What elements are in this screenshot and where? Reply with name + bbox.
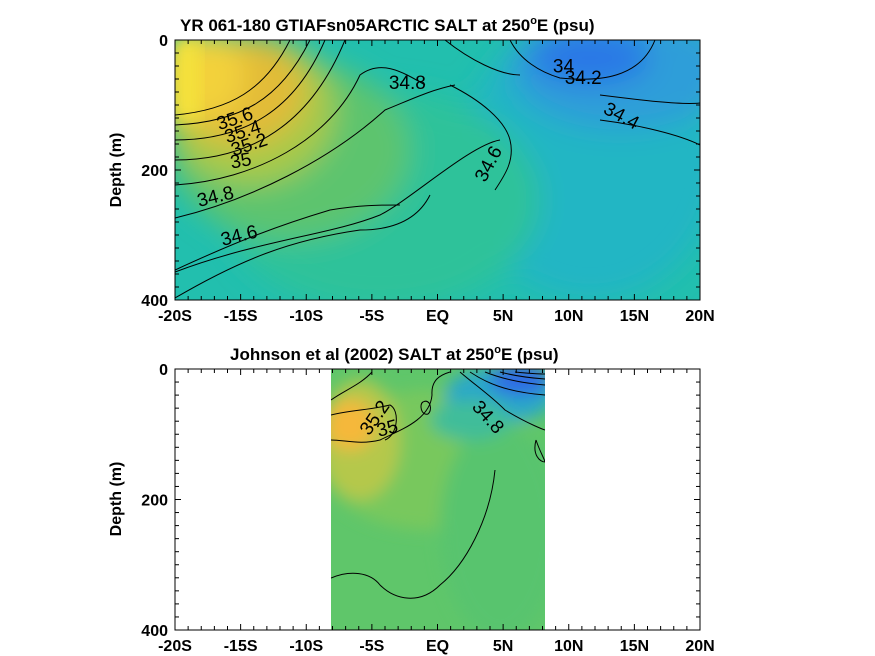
bottom-salinity-field <box>331 369 545 630</box>
y-tick-label: 200 <box>141 163 168 180</box>
x-tick-label: 15N <box>620 638 649 655</box>
contour-line <box>509 40 656 80</box>
y-tick-label: 400 <box>141 623 168 640</box>
contour-line <box>175 194 431 299</box>
contour-label: 35 <box>229 149 253 173</box>
x-tick-label: -20S <box>158 308 192 325</box>
contour-label: 34 <box>553 57 575 78</box>
x-tick-label: -5S <box>359 638 384 655</box>
bottom-y-axis: 0 200 400 <box>141 362 700 640</box>
bottom-title: Johnson et al (2002) SALT at 250oE (psu) <box>230 344 559 364</box>
contour-line <box>459 371 545 431</box>
contour-line <box>175 204 401 271</box>
top-title: YR 061-180 GTIAFsn05ARCTIC SALT at 250oE… <box>180 15 595 35</box>
contour-line <box>175 40 291 116</box>
contour-line <box>331 404 397 441</box>
top-y-axis: 0 200 400 <box>141 33 700 310</box>
y-tick-label: 400 <box>141 293 168 310</box>
contour-line <box>175 40 326 141</box>
x-tick-label: EQ <box>426 638 449 655</box>
contour-line <box>484 371 545 386</box>
x-tick-label: -20S <box>158 638 192 655</box>
x-tick-label: 20N <box>685 308 714 325</box>
x-tick-label: EQ <box>426 308 449 325</box>
top-contours <box>175 40 700 299</box>
contour-label: 34.8 <box>389 73 426 94</box>
y-tick-label: 200 <box>141 493 168 510</box>
top-panel: YR 061-180 GTIAFsn05ARCTIC SALT at 250oE… <box>108 15 715 325</box>
x-tick-label: 15N <box>620 308 649 325</box>
x-tick-label: 10N <box>554 308 583 325</box>
bottom-contours <box>331 371 545 599</box>
contour-line <box>469 371 545 396</box>
contour-line <box>499 371 545 380</box>
x-tick-label: 20N <box>685 638 714 655</box>
x-tick-label: -15S <box>224 308 258 325</box>
y-tick-label: 0 <box>159 33 168 50</box>
bottom-x-axis: -20S -15S -10S -5S EQ 5N 10N 15N 20N <box>158 369 715 655</box>
contour-line <box>175 40 311 126</box>
bottom-y-axis-label: Depth (m) <box>108 462 125 537</box>
x-tick-label: 5N <box>493 638 513 655</box>
contour-line <box>534 439 545 463</box>
x-tick-label: 5N <box>493 308 513 325</box>
contour-line <box>444 40 521 76</box>
x-tick-label: -10S <box>289 308 323 325</box>
x-tick-label: 10N <box>554 638 583 655</box>
x-tick-label: -15S <box>224 638 258 655</box>
contour-line <box>514 371 545 375</box>
contour-line <box>175 40 346 161</box>
bottom-panel: Johnson et al (2002) SALT at 250oE (psu) <box>108 344 715 655</box>
contour-label: 34.2 <box>565 68 602 89</box>
top-salinity-field <box>175 40 700 300</box>
contour-line <box>331 371 373 401</box>
contour-line <box>331 371 451 443</box>
top-x-axis: -20S -15S -10S -5S EQ 5N 10N 15N 20N <box>158 40 715 325</box>
contour-line <box>449 84 512 191</box>
x-tick-label: -5S <box>359 308 384 325</box>
contour-line <box>175 84 456 219</box>
y-tick-label: 0 <box>159 362 168 379</box>
contour-line <box>331 469 496 599</box>
x-tick-label: -10S <box>289 638 323 655</box>
contour-line <box>175 139 501 273</box>
top-y-axis-label: Depth (m) <box>108 133 125 208</box>
contour-line <box>175 67 426 186</box>
contour-line <box>599 94 700 104</box>
contour-line <box>420 400 431 415</box>
contour-line <box>599 119 700 146</box>
